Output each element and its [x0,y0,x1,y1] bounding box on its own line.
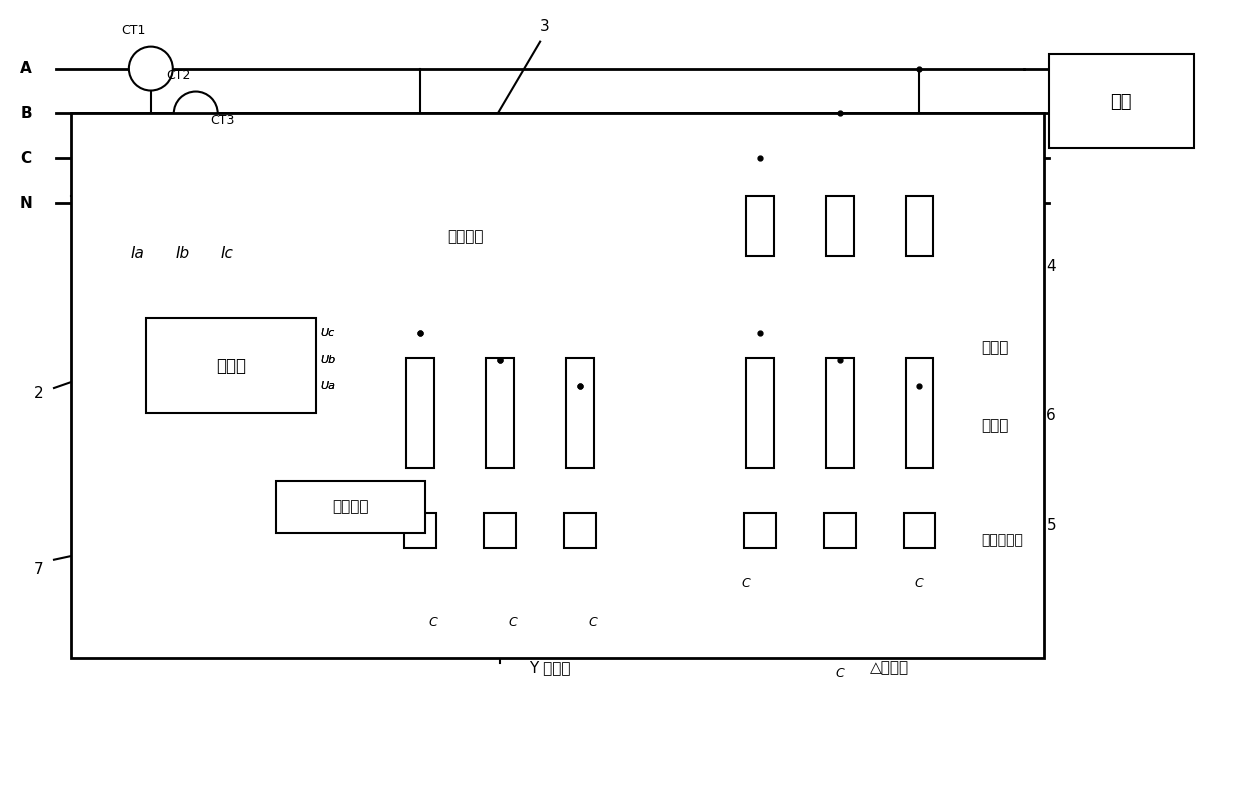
Text: 控制器: 控制器 [216,357,246,375]
Bar [904,513,935,547]
Circle shape [174,92,218,136]
Text: Ua: Ua [320,381,336,391]
Bar [146,318,315,413]
Text: Ub: Ub [320,355,336,365]
Text: Ic: Ic [221,246,233,261]
Text: Ib: Ib [176,246,190,261]
Circle shape [218,136,263,180]
Bar [567,358,594,468]
Bar [275,481,425,533]
Bar [407,358,434,468]
Text: 智能电容器: 智能电容器 [981,533,1023,547]
Bar [486,358,515,468]
Text: 2: 2 [35,385,43,401]
Text: C: C [914,577,924,591]
Text: Uc: Uc [320,328,335,338]
Text: C: C [742,577,750,591]
Text: A: A [20,61,32,76]
Bar [905,358,934,468]
Text: Uc: Uc [320,328,335,338]
Text: Ia: Ia [131,246,145,261]
Text: Y 型连接: Y 型连接 [529,660,570,675]
Bar [826,358,853,468]
Text: CT3: CT3 [211,114,236,127]
Text: 负载: 负载 [1110,93,1132,110]
Text: C: C [21,151,31,166]
Bar [71,113,1044,658]
Text: C: C [428,616,436,629]
Bar [1049,53,1194,148]
Text: Ub: Ub [320,355,336,365]
Bar [745,358,774,468]
Text: 空气开关: 空气开关 [446,229,484,243]
Text: B: B [20,106,32,121]
Text: 4: 4 [1047,259,1056,274]
Text: C: C [508,616,517,629]
Text: 复合开关: 复合开关 [332,500,368,515]
Text: C: C [588,616,596,629]
Bar [905,196,934,256]
Bar [485,513,516,547]
Bar [744,513,776,547]
Text: 5: 5 [1047,518,1056,533]
Bar [823,513,856,547]
Text: CT2: CT2 [166,69,190,82]
Text: 3: 3 [541,19,551,34]
Circle shape [129,46,172,90]
Text: 6: 6 [1047,409,1056,424]
Text: CT1: CT1 [120,24,145,38]
Bar [564,513,596,547]
Text: C: C [836,667,844,680]
Bar [745,196,774,256]
Text: 避雷器: 避雷器 [981,341,1009,356]
Text: Ua: Ua [320,381,336,391]
Bar [404,513,436,547]
Text: 7: 7 [35,563,43,577]
Text: △型连接: △型连接 [870,660,909,675]
Bar [826,196,853,256]
Text: 熔断器: 熔断器 [981,418,1009,433]
Text: N: N [20,196,32,211]
